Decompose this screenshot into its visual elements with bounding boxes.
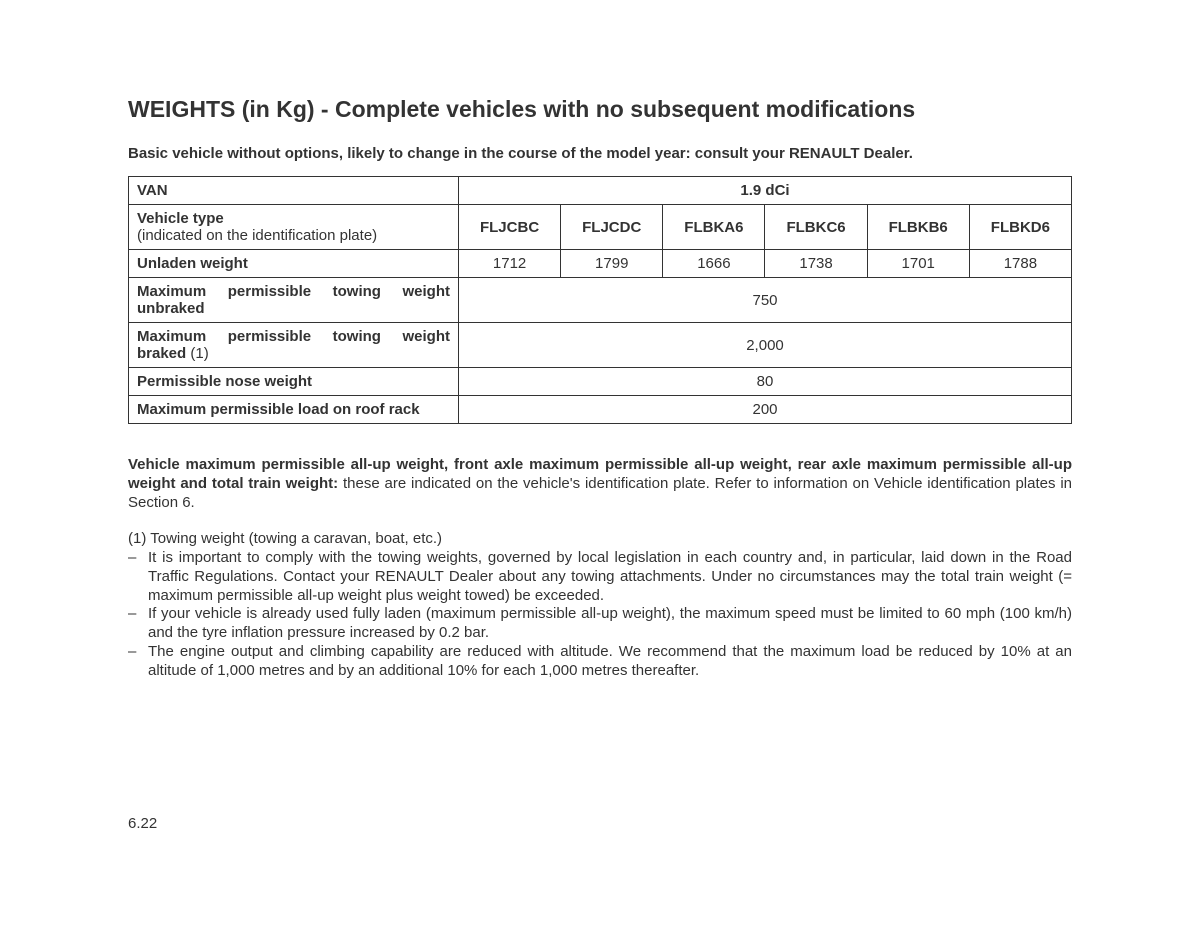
list-item: If your vehicle is already used fully la… — [128, 605, 1072, 643]
tow-braked-normal: (1) — [186, 345, 209, 362]
cell-vt-0: FLJCBC — [459, 205, 561, 250]
table-row-tow-unbraked: Maximum permissible towing weight unbrak… — [129, 278, 1072, 323]
cell-unladen-0: 1712 — [459, 250, 561, 278]
tow-braked-bold: braked — [137, 345, 186, 362]
tow-braked-line2: braked (1) — [137, 345, 450, 362]
cell-unladen-3: 1738 — [765, 250, 867, 278]
cell-vt-1: FLJCDC — [561, 205, 663, 250]
vehicle-type-normal: (indicated on the identification plate) — [137, 227, 377, 244]
cell-unladen-1: 1799 — [561, 250, 663, 278]
cell-tow-unbraked-value: 750 — [459, 278, 1072, 323]
cell-unladen-label: Unladen weight — [129, 250, 459, 278]
cell-unladen-2: 1666 — [663, 250, 765, 278]
table-row-unladen: Unladen weight 1712 1799 1666 1738 1701 … — [129, 250, 1072, 278]
cell-vt-4: FLBKB6 — [867, 205, 969, 250]
page-container: WEIGHTS (in Kg) - Complete vehicles with… — [0, 0, 1200, 928]
vehicle-type-bold: Vehicle type — [137, 210, 224, 227]
note-block: Vehicle maximum permissible all-up weigh… — [128, 456, 1072, 512]
cell-vehicle-type-label: Vehicle type (indicated on the identific… — [129, 205, 459, 250]
cell-vt-2: FLBKA6 — [663, 205, 765, 250]
cell-engine-label: 1.9 dCi — [459, 177, 1072, 205]
tow-unbraked-line2: unbraked — [137, 300, 450, 317]
cell-unladen-5: 1788 — [969, 250, 1071, 278]
cell-van-label: VAN — [129, 177, 459, 205]
cell-tow-braked-value: 2,000 — [459, 323, 1072, 368]
tow-braked-line1: Maximum permissible towing weight — [137, 328, 450, 345]
cell-roof-label: Maximum permissible load on roof rack — [129, 396, 459, 424]
weights-table: VAN 1.9 dCi Vehicle type (indicated on t… — [128, 176, 1072, 424]
footnote-block: (1) Towing weight (towing a caravan, boa… — [128, 530, 1072, 680]
list-item: The engine output and climbing capabilit… — [128, 643, 1072, 681]
cell-tow-unbraked-label: Maximum permissible towing weight unbrak… — [129, 278, 459, 323]
cell-vt-5: FLBKD6 — [969, 205, 1071, 250]
table-row-nose: Permissible nose weight 80 — [129, 368, 1072, 396]
footnote-list: It is important to comply with the towin… — [128, 549, 1072, 680]
list-item: It is important to comply with the towin… — [128, 549, 1072, 605]
table-row-tow-braked: Maximum permissible towing weight braked… — [129, 323, 1072, 368]
table-row-van: VAN 1.9 dCi — [129, 177, 1072, 205]
page-subtitle: Basic vehicle without options, likely to… — [128, 145, 1072, 162]
cell-roof-value: 200 — [459, 396, 1072, 424]
tow-unbraked-line1: Maximum permissible towing weight — [137, 283, 450, 300]
cell-nose-label: Permissible nose weight — [129, 368, 459, 396]
footnote-intro: (1) Towing weight (towing a caravan, boa… — [128, 530, 1072, 549]
page-title: WEIGHTS (in Kg) - Complete vehicles with… — [128, 96, 1072, 123]
cell-vt-3: FLBKC6 — [765, 205, 867, 250]
table-row-roof: Maximum permissible load on roof rack 20… — [129, 396, 1072, 424]
cell-unladen-4: 1701 — [867, 250, 969, 278]
cell-tow-braked-label: Maximum permissible towing weight braked… — [129, 323, 459, 368]
page-number: 6.22 — [128, 815, 157, 832]
cell-nose-value: 80 — [459, 368, 1072, 396]
table-row-vehicle-type: Vehicle type (indicated on the identific… — [129, 205, 1072, 250]
